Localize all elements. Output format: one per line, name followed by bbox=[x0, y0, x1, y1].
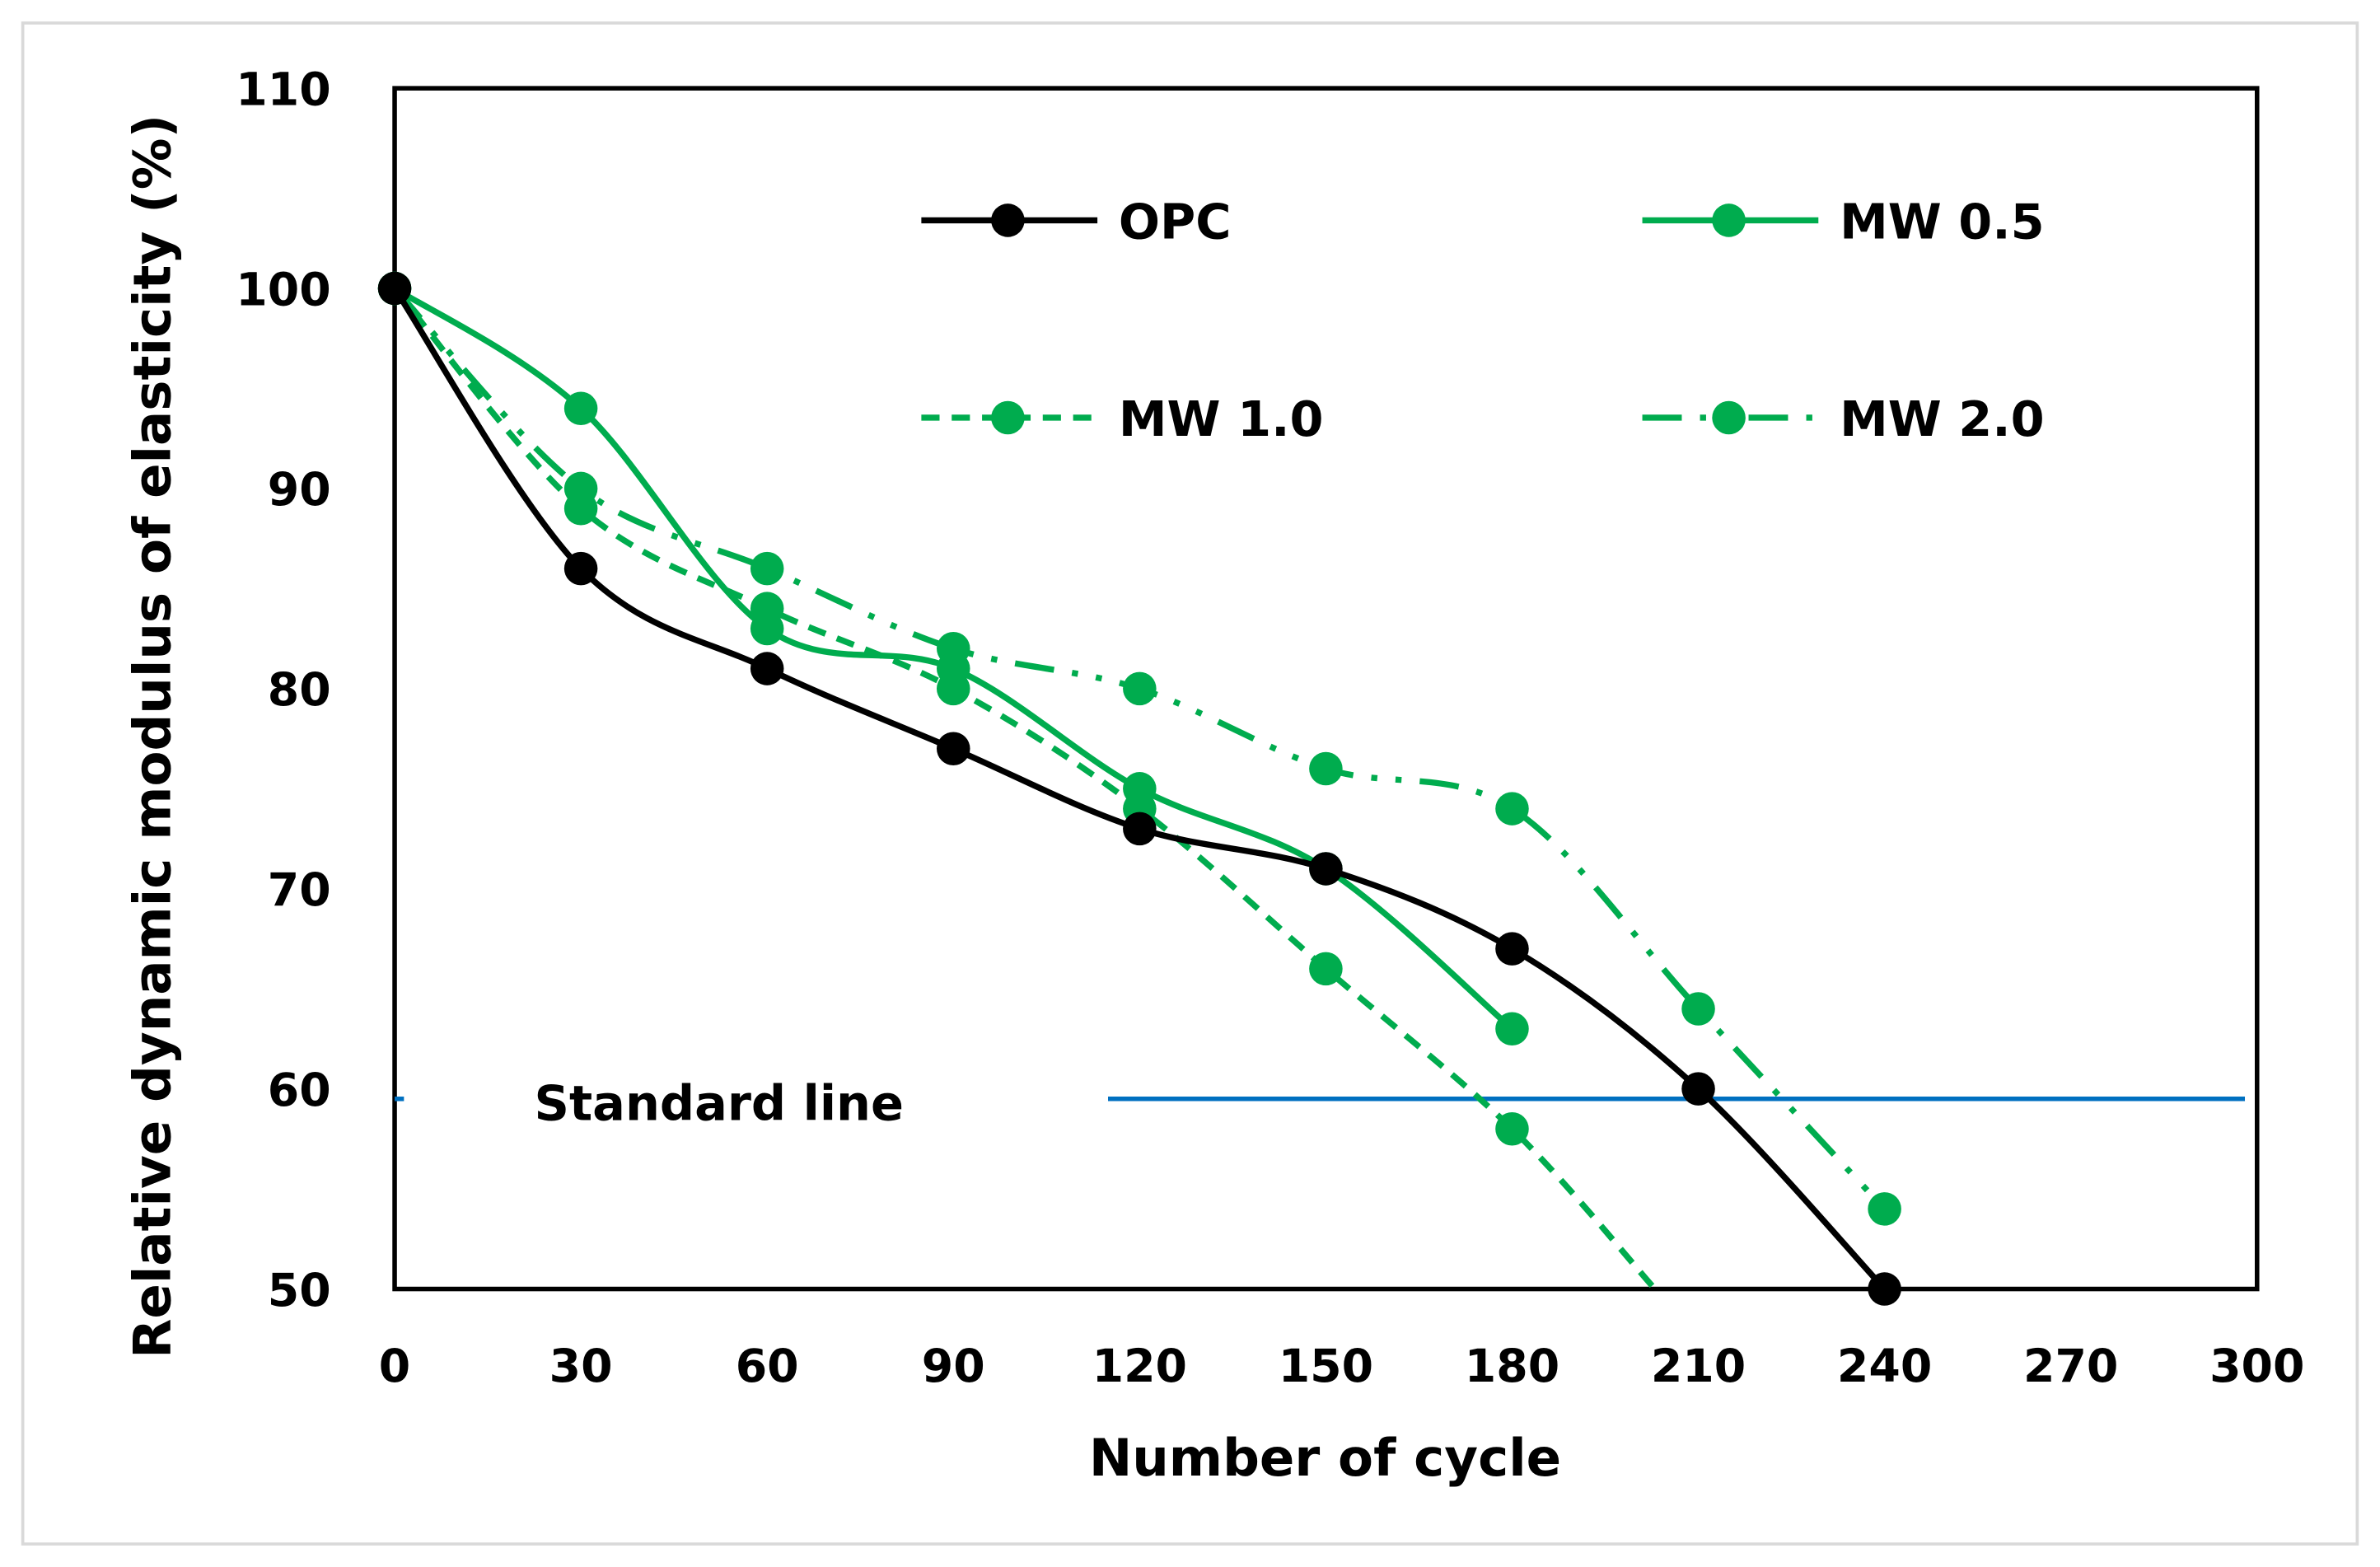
y-tick-label: 110 bbox=[236, 63, 330, 116]
legend-item: OPC bbox=[921, 194, 1231, 250]
data-point bbox=[1868, 1272, 1901, 1306]
data-point bbox=[1309, 852, 1343, 886]
data-point bbox=[1681, 992, 1715, 1026]
data-point bbox=[750, 652, 784, 685]
series-line bbox=[392, 286, 1658, 1291]
y-tick-label: 100 bbox=[236, 264, 330, 316]
data-point bbox=[1123, 812, 1157, 846]
x-tick-label: 270 bbox=[2023, 1340, 2118, 1393]
legend-label: OPC bbox=[1119, 194, 1232, 250]
data-point bbox=[1309, 952, 1343, 986]
legend-marker-icon bbox=[1712, 203, 1746, 237]
y-tick-label: 60 bbox=[268, 1064, 331, 1117]
data-point bbox=[1123, 671, 1157, 706]
x-tick-label: 60 bbox=[736, 1340, 799, 1393]
x-tick-label: 300 bbox=[2209, 1340, 2304, 1393]
x-tick-label: 90 bbox=[922, 1340, 985, 1393]
outer-frame bbox=[21, 21, 2359, 1546]
data-point bbox=[750, 611, 784, 646]
data-point bbox=[1495, 1012, 1529, 1046]
y-axis-label: Relative dynamic modulus of elasticity (… bbox=[122, 115, 182, 1359]
x-tick-label: 210 bbox=[1651, 1340, 1746, 1393]
data-point bbox=[563, 551, 598, 586]
legend-item: MW 2.0 bbox=[1642, 391, 2045, 447]
x-tick-label: 240 bbox=[1837, 1340, 1932, 1393]
legend-marker-icon bbox=[991, 203, 1025, 237]
legend-label: MW 0.5 bbox=[1840, 194, 2045, 250]
x-tick-label: 150 bbox=[1279, 1340, 1373, 1393]
legend-marker-icon bbox=[1712, 400, 1746, 435]
data-point bbox=[1309, 751, 1343, 786]
data-point bbox=[1495, 792, 1529, 826]
standard-line-label: Standard line bbox=[535, 1075, 904, 1132]
data-point bbox=[563, 391, 598, 426]
x-tick-label: 0 bbox=[379, 1340, 410, 1393]
x-tick-label: 30 bbox=[549, 1340, 613, 1393]
data-point bbox=[936, 732, 970, 765]
legend-item: MW 1.0 bbox=[921, 391, 1323, 447]
data-point bbox=[750, 551, 784, 586]
data-point bbox=[1495, 1111, 1529, 1146]
legend-label: MW 1.0 bbox=[1119, 391, 1324, 447]
x-tick-label: 180 bbox=[1465, 1340, 1559, 1393]
data-point bbox=[563, 491, 598, 526]
x-tick-label: 120 bbox=[1092, 1340, 1187, 1393]
y-tick-label: 50 bbox=[268, 1265, 331, 1317]
y-tick-label: 70 bbox=[268, 864, 331, 917]
data-point bbox=[377, 271, 412, 306]
y-tick-label: 80 bbox=[268, 664, 331, 717]
legend-item: MW 0.5 bbox=[1642, 194, 2045, 250]
plot-area bbox=[392, 86, 2260, 1292]
data-point bbox=[1123, 772, 1157, 806]
data-point bbox=[936, 652, 970, 685]
y-tick-label: 90 bbox=[268, 464, 331, 517]
legend-label: MW 2.0 bbox=[1840, 391, 2045, 447]
x-axis-label: Number of cycle bbox=[1089, 1428, 1561, 1488]
data-point bbox=[1681, 1072, 1715, 1106]
series-opc bbox=[377, 271, 1901, 1306]
legend-marker-icon bbox=[991, 400, 1025, 435]
data-point bbox=[1495, 932, 1529, 966]
data-point bbox=[1868, 1192, 1901, 1226]
